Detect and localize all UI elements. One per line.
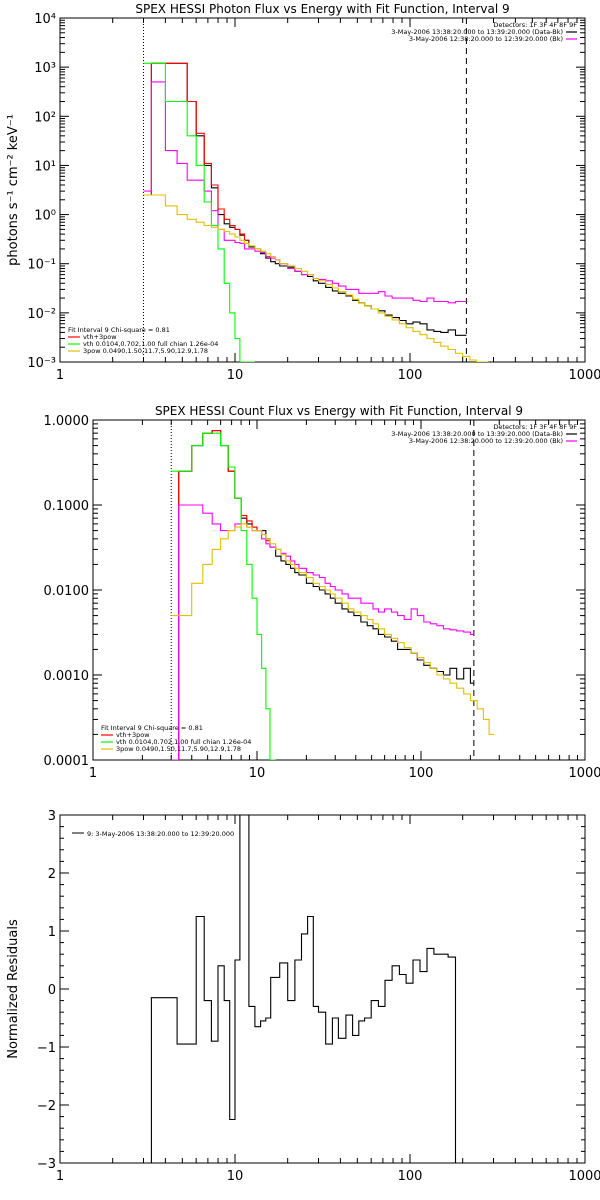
plot-frame [59, 17, 586, 363]
legend-fit-header: Fit Interval 9 Chi-square = 0.81 [101, 724, 203, 732]
y-tick-label: 3 [48, 809, 56, 824]
chart-title: SPEX HESSI Photon Flux vs Energy with Fi… [135, 2, 509, 16]
series-line-2 [143, 62, 249, 241]
y-tick-label: 10³ [34, 61, 56, 76]
x-tick-label: 100 [398, 368, 423, 383]
legend-fit-item: vth 0.0104,0.702,1.00 full chian 1.26e-0… [116, 738, 251, 746]
x-tick-label: 1000 [568, 1169, 600, 1184]
x-tick-label: 1000 [568, 368, 600, 383]
series-group [171, 430, 495, 760]
y-tick-label: 0.0100 [44, 584, 90, 599]
x-tick-label: 100 [409, 766, 434, 781]
legend-fit-header: Fit Interval 9 Chi-square = 0.81 [68, 326, 170, 334]
series-line-1 [143, 62, 467, 336]
y-tick-label: 10¹ [34, 159, 56, 174]
y-tick-label: 10² [34, 110, 56, 125]
series-line-3 [143, 81, 467, 304]
series-group [143, 815, 467, 1163]
series-line-4 [171, 432, 276, 760]
legend-detectors: Detectors: 1F 3F 4F 8F 9F [493, 21, 577, 29]
y-tick-label: −1 [37, 1041, 56, 1056]
y-axis-label: Normalized Residuals [6, 919, 21, 1059]
y-tick-label: 2 [48, 867, 56, 882]
y-tick-label: 10⁻¹ [27, 258, 56, 273]
y-tick-label: 10⁻² [27, 307, 56, 322]
x-tick-label: 1 [56, 1169, 64, 1184]
x-tick-label: 1000 [568, 766, 600, 781]
plot-frame [59, 814, 586, 1164]
series-line-4 [143, 62, 255, 362]
y-tick-label: 1 [48, 925, 56, 940]
y-tick-label: 0.0010 [44, 669, 90, 684]
y-tick-label: −2 [37, 1099, 56, 1114]
series-line-5 [143, 194, 489, 362]
y-tick-label: 1.0000 [44, 414, 90, 429]
y-tick-label: 10⁴ [34, 12, 56, 27]
x-tick-label: 1 [56, 368, 64, 383]
y-tick-label: 0.1000 [44, 499, 90, 514]
legend-fit-item: vth+3pow [83, 333, 117, 341]
legend-entry: 3-May-2006 12:38:20.000 to 12:39:20.000 … [409, 437, 563, 445]
x-tick-label: 10 [227, 1169, 244, 1184]
legend-fit-item: vth 0.0104,0.702,1.00 full chian 1.26e-0… [83, 340, 218, 348]
legend-entry: 3-May-2006 13:38:20.000 to 13:39:20.000 … [391, 28, 563, 36]
y-tick-label: 0 [48, 983, 56, 998]
legend-entry: 3-May-2006 12:38:20.000 to 12:39:20.000 … [409, 35, 563, 43]
series-group [143, 62, 489, 362]
x-tick-label: 10 [249, 766, 266, 781]
x-tick-label: 100 [398, 1169, 423, 1184]
y-tick-label: 10⁰ [34, 209, 56, 224]
legend-fit-item: 3pow 0.0490,1.50,11.7,5.90,12.9,1.78 [83, 347, 208, 355]
series-line-3 [171, 504, 474, 760]
chart-title: SPEX HESSI Count Flux vs Energy with Fit… [155, 404, 523, 418]
series-line-2 [171, 430, 270, 760]
legend-fit-item: 3pow 0.0490,1.50,11.7,5.90,12.9,1.78 [116, 745, 241, 753]
y-tick-label: 10⁻³ [27, 356, 56, 371]
legend-entry: 9: 3-May-2006 13:38:20.000 to 12:39:20.0… [87, 830, 234, 838]
y-axis-label: photons s⁻¹ cm⁻² keV⁻¹ [6, 114, 21, 266]
legend-entry: 3-May-2006 13:38:20.000 to 13:39:20.000 … [391, 430, 563, 438]
x-tick-label: 1 [89, 766, 97, 781]
series-line-1 [143, 815, 467, 1163]
series-line-1 [171, 430, 474, 760]
chart-panel-1: 1 10 100 1000 10³ 10² 10¹ 10⁰ 10⁻¹ 10⁻² 10⁻³ 10⁴ SPE… [6, 2, 600, 383]
y-tick-label: −3 [37, 1157, 56, 1172]
x-tick-label: 10 [227, 368, 244, 383]
chart-panel-2: 1 10 100 1000 1.0000 0.1000 0.0100 0.0010 0.0001… [44, 404, 600, 781]
series-line-5 [171, 523, 495, 735]
legend-fit-item: vth+3pow [116, 731, 150, 739]
y-tick-label: 0.0001 [44, 754, 90, 769]
legend-detectors: Detectors: 1F 3F 4F 8F 9F [493, 423, 577, 431]
